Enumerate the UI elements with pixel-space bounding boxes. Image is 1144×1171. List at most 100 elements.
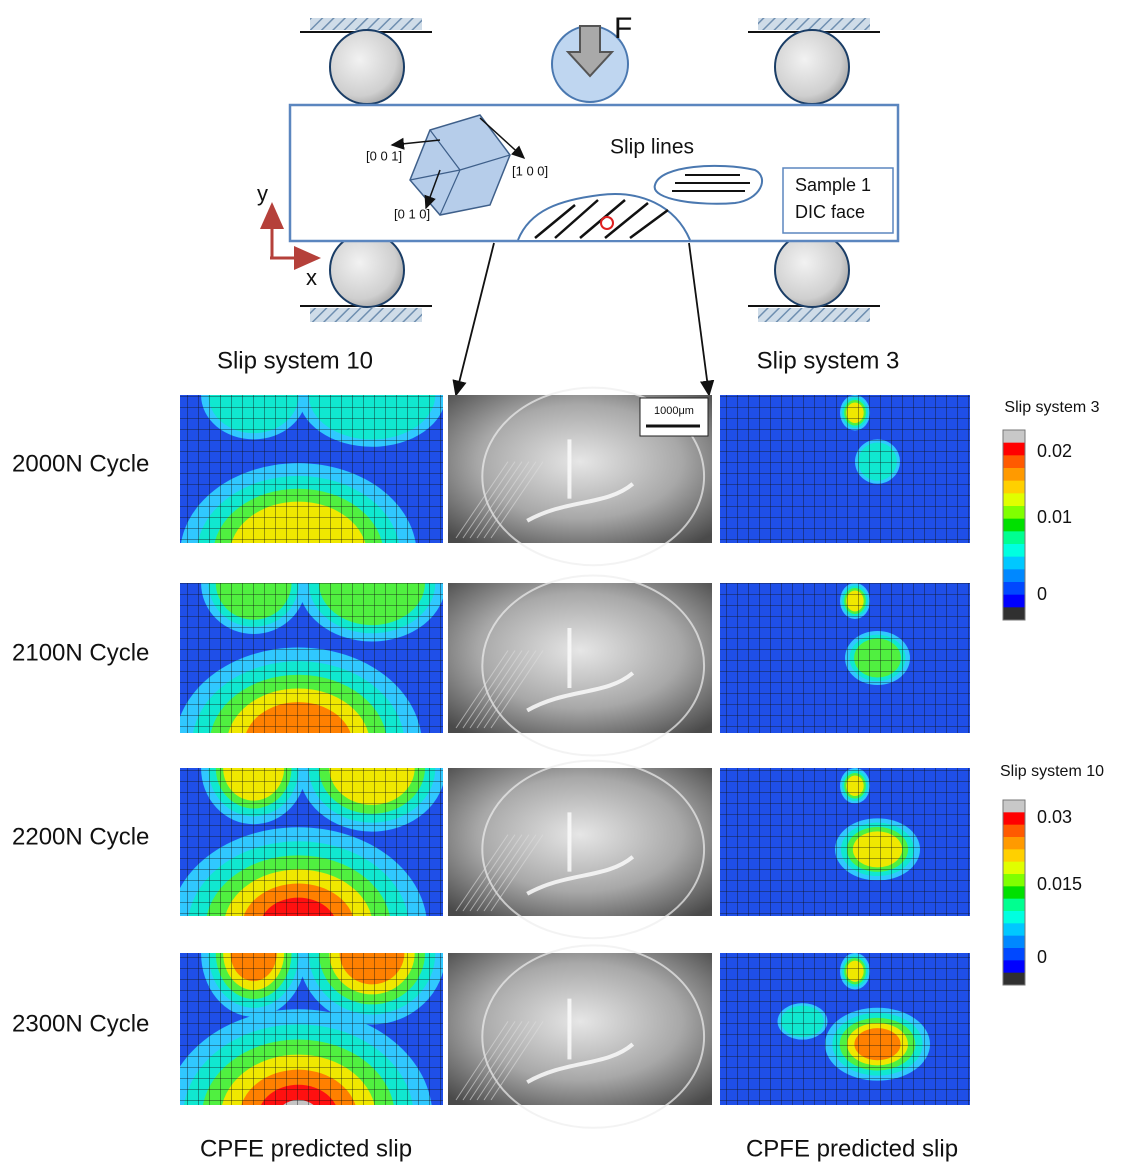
colorbar-segment <box>1003 607 1025 621</box>
cpfe-map <box>720 395 970 543</box>
cpfe-map <box>720 583 970 733</box>
micrograph-slip <box>462 461 516 539</box>
support <box>758 308 870 322</box>
support <box>310 308 422 322</box>
scale-bar-box <box>639 397 709 437</box>
column-header: Slip system 10 <box>217 347 373 374</box>
colorbar-segment <box>1003 800 1025 813</box>
micrograph-slip <box>476 461 530 539</box>
colorbar-segment <box>1003 923 1025 937</box>
colorbar-segment <box>1003 948 1025 961</box>
zoom-arrow <box>688 242 715 397</box>
axis-label: x <box>306 265 317 290</box>
colorbar-segment <box>1003 874 1025 887</box>
colorbar-tick-label: 0.015 <box>1037 874 1082 894</box>
colorbar-tick-label: 0.01 <box>1037 507 1072 527</box>
slip-line <box>629 208 669 240</box>
colorbar-segment <box>1003 556 1025 570</box>
footer: CPFE predicted slip <box>200 1135 412 1162</box>
micrograph-crack <box>526 628 635 713</box>
cpfe-map <box>180 953 443 1105</box>
micrograph-slip <box>476 1021 530 1101</box>
footer: CPFE predicted slip <box>746 1135 958 1162</box>
colorbar-segment <box>1003 824 1025 838</box>
row-label: 2000N Cycle <box>12 450 149 477</box>
mesh <box>720 768 970 916</box>
slip-line <box>554 199 599 239</box>
micrograph-ring <box>481 944 706 1129</box>
colorbar-segment <box>1003 531 1025 545</box>
colorbar-segment <box>1003 493 1025 507</box>
slip-line <box>604 202 649 239</box>
colorbar-segment <box>1003 582 1025 596</box>
micrograph-slip <box>462 650 516 729</box>
colorbar-segment <box>1003 569 1025 583</box>
micrograph-slip <box>462 834 516 912</box>
support <box>310 18 422 30</box>
colorbar-segment <box>1003 960 1025 974</box>
mesh <box>180 953 443 1105</box>
micrograph-slip <box>455 650 509 729</box>
micrograph-slip <box>483 1021 537 1101</box>
sample-label: DIC face <box>795 202 865 222</box>
contour <box>283 1099 314 1105</box>
micrograph-slip <box>490 461 544 539</box>
colorbar-segment <box>1003 430 1025 444</box>
cpfe-map <box>720 953 970 1105</box>
roller <box>329 232 405 308</box>
micrograph-slip <box>469 461 523 539</box>
slip-line <box>534 204 576 239</box>
axis-label: y <box>257 181 268 206</box>
mesh <box>720 583 970 733</box>
colorbar-segment <box>1003 837 1025 850</box>
support <box>758 18 870 30</box>
roller <box>329 29 405 105</box>
roller <box>774 29 850 105</box>
colorbar-segment <box>1003 544 1025 558</box>
micrograph-slip <box>455 834 509 912</box>
row-label: 2100N Cycle <box>12 639 149 666</box>
micrograph-slip <box>490 1021 544 1101</box>
crystal-cube-edges <box>409 129 511 216</box>
cpfe-map <box>720 768 970 916</box>
micrograph-crack <box>526 998 635 1084</box>
direction-arrow <box>390 137 441 150</box>
colorbar-tick-label: 0.02 <box>1037 441 1072 461</box>
colorbar-segment <box>1003 468 1025 482</box>
micrograph-ring <box>481 386 706 567</box>
direction-arrow <box>424 169 441 210</box>
cpfe-map <box>180 395 443 543</box>
colorbar-segment <box>1003 886 1025 900</box>
micrograph-slip <box>490 834 544 912</box>
colorbar-segment <box>1003 594 1025 608</box>
column-header: Slip system 3 <box>757 347 900 374</box>
colorbar-segment <box>1003 849 1025 863</box>
row-label: 2300N Cycle <box>12 1010 149 1037</box>
marker-circle <box>600 216 614 230</box>
colorbar-segment <box>1003 518 1025 532</box>
sample-label-box <box>782 167 894 234</box>
micrograph-ring <box>481 574 706 757</box>
micrograph-crack <box>526 812 635 896</box>
colorbar-segment <box>1003 861 1025 875</box>
colorbar-segment <box>1003 442 1025 456</box>
slip-lines-label: Slip lines <box>610 136 694 159</box>
colorbar-title: Slip system 10 <box>1000 763 1104 780</box>
scale-bar-label: 1000μm <box>654 405 694 417</box>
micrograph-slip <box>469 650 523 729</box>
micrograph-slip <box>490 650 544 729</box>
mesh <box>180 395 443 543</box>
colorbar-segment <box>1003 972 1025 986</box>
colorbar-segment <box>1003 898 1025 912</box>
sample-label: Sample 1 <box>795 175 871 195</box>
direction-arrow <box>479 117 526 160</box>
slip-region <box>653 164 764 205</box>
micrograph-slip <box>469 834 523 912</box>
force-arrow <box>565 25 615 78</box>
micrograph-slip <box>455 1021 509 1101</box>
roller <box>774 232 850 308</box>
micrograph-slip <box>483 461 537 539</box>
colorbar-tick-label: 0 <box>1037 584 1047 604</box>
